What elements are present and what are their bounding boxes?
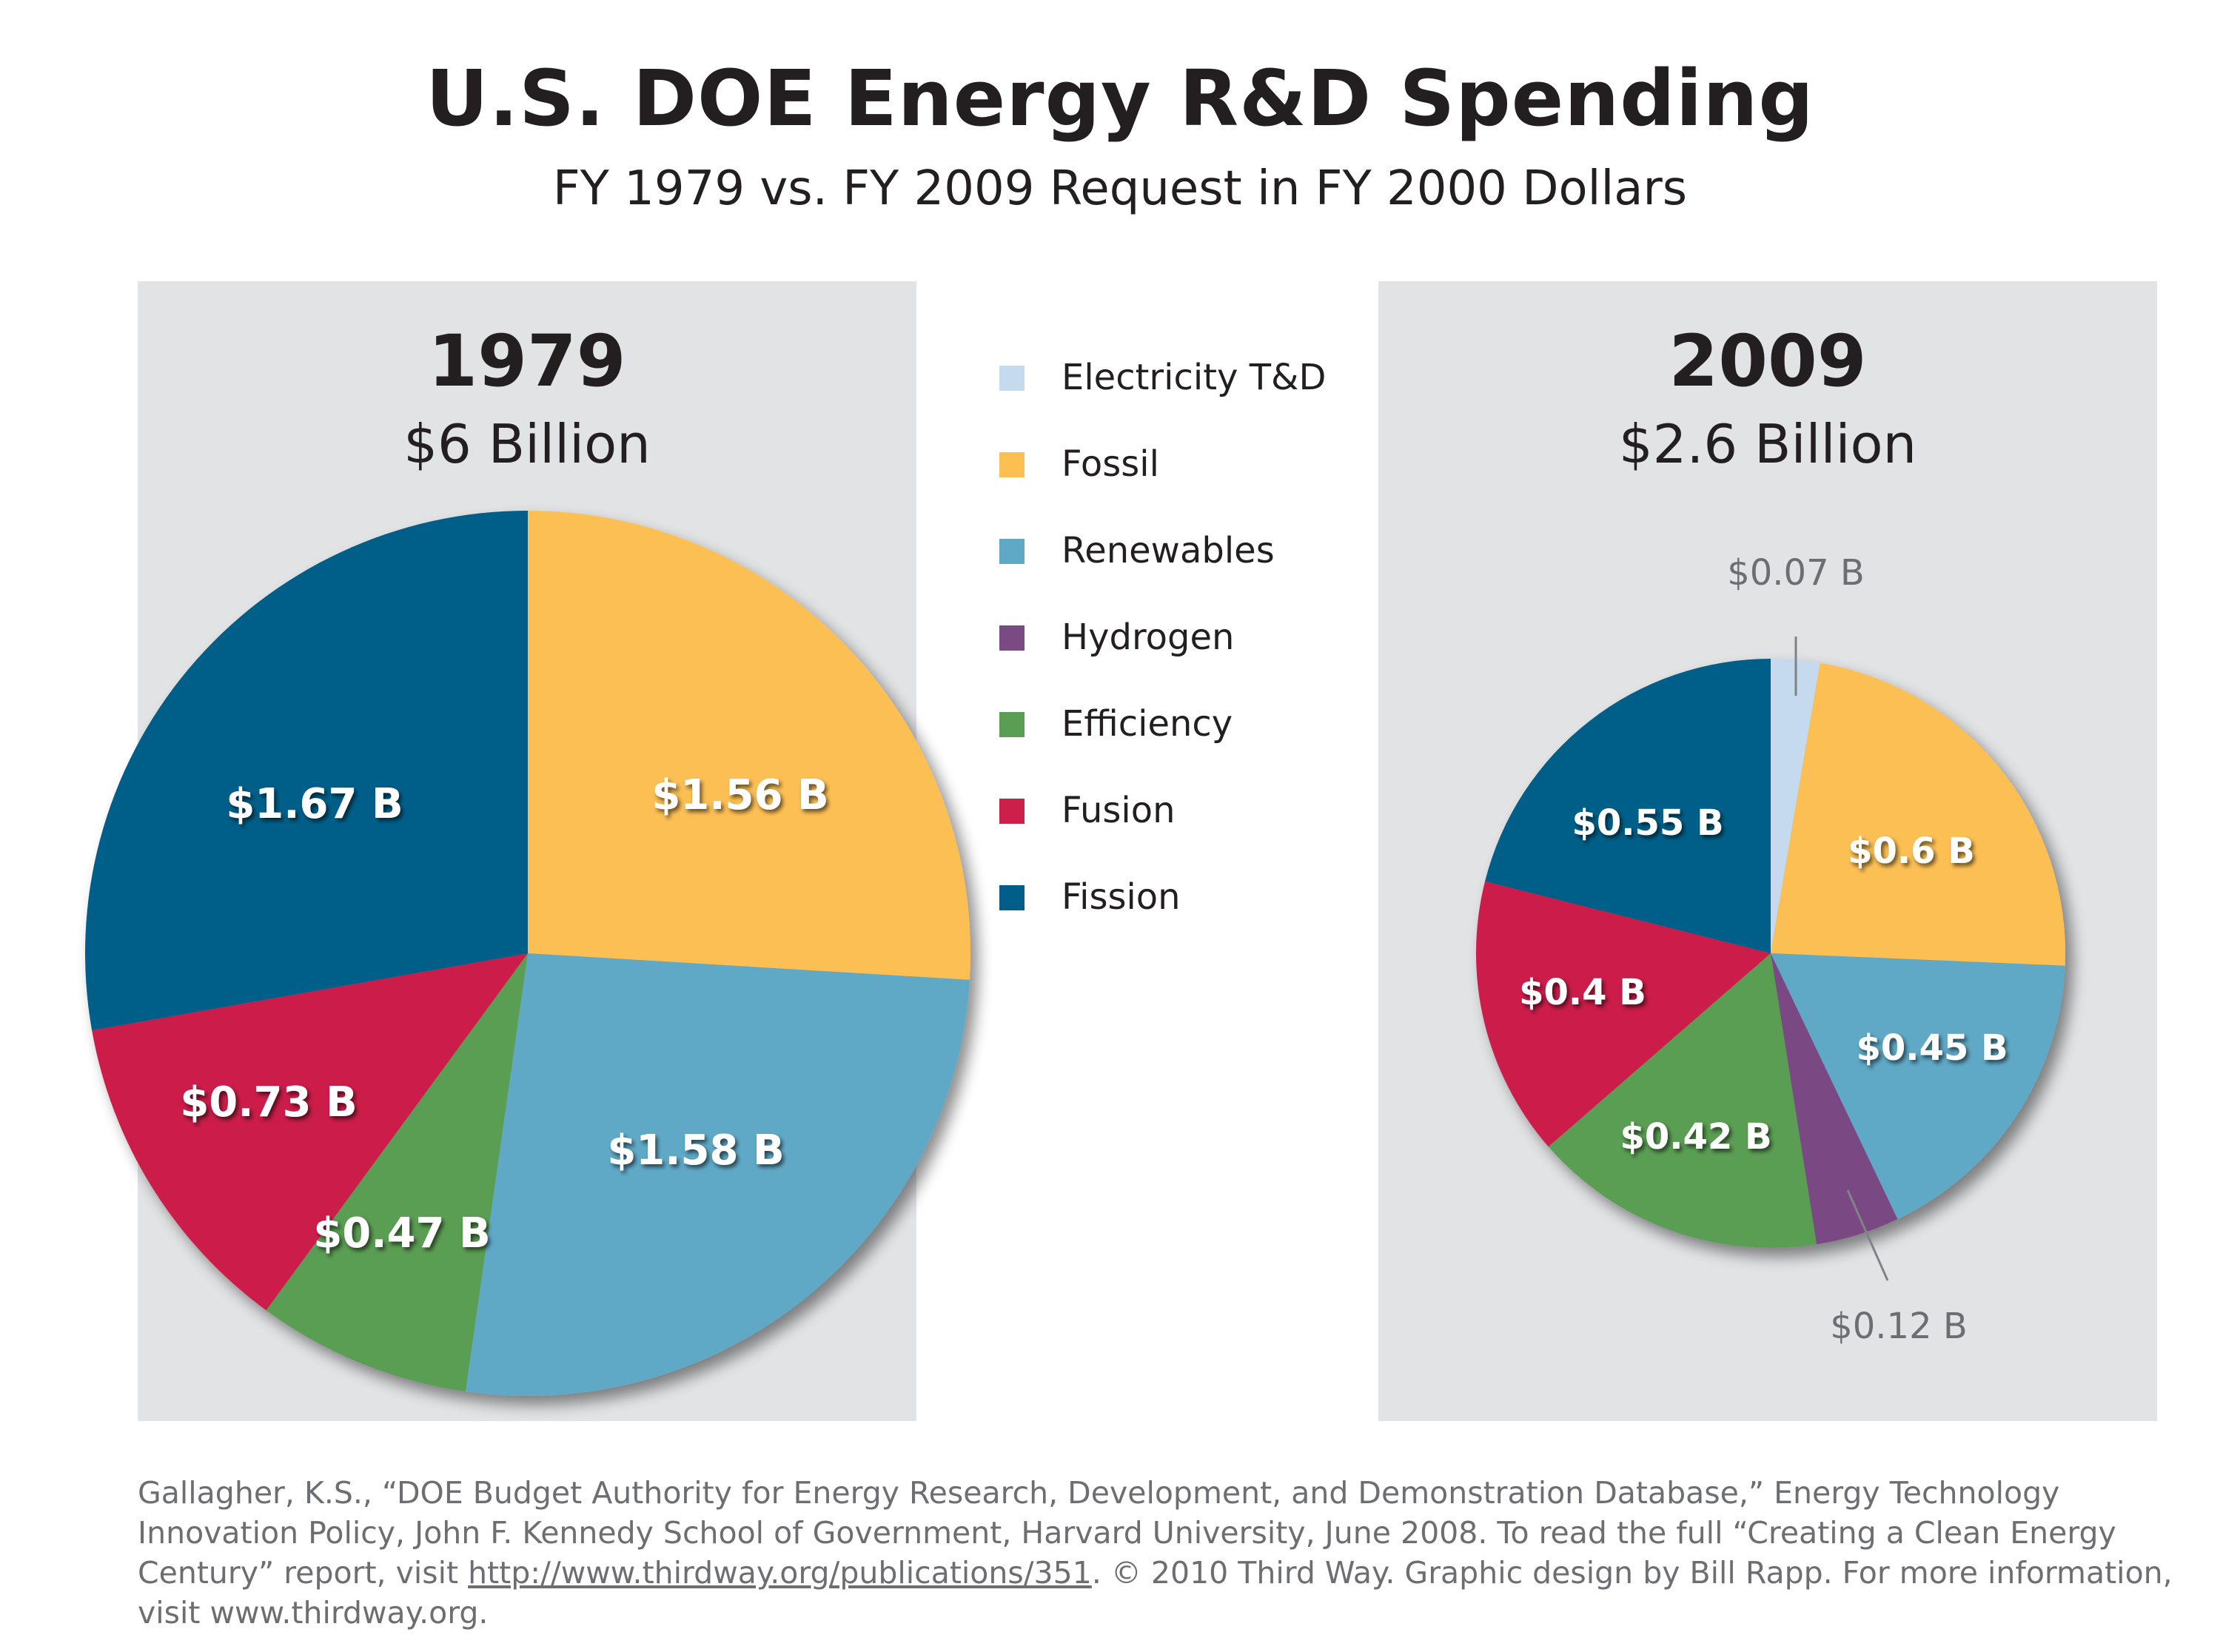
chart-title: U.S. DOE Energy R&D Spending [426,53,1814,144]
pie-2009: $0.07 B $0.6 B $0.45 B $0.12 B $0.42 B $0.4 B… [1475,552,2066,1347]
pie-1979: $1.56 B $1.58 B $0.47 B $0.73 B $1.67 B [85,511,970,1396]
pie-slice-renewables [465,953,970,1396]
pie-1979-year: 1979 [428,320,626,403]
chart-subtitle: FY 1979 vs. FY 2009 Request in FY 2000 D… [552,161,1688,216]
legend-swatch [999,799,1025,824]
pie-slice-efficiency [1548,953,1817,1248]
slice-value-label: $0.42 B [1620,1116,1771,1158]
slice-value-label: $0.07 B [1727,552,1865,594]
legend-swatch [999,452,1025,477]
legend-label: Electricity T&D [1062,357,1327,398]
slice-value-label: $0.6 B [1848,830,1975,872]
pie-2009-year: 2009 [1669,320,1867,403]
legend-label: Hydrogen [1062,617,1235,658]
pie-slice-fossil [1771,662,2066,966]
callout-line [1846,1189,1889,1281]
pie-wedges [85,511,970,1396]
slice-value-label: $1.56 B [651,771,828,819]
pie-slice-renewables [1771,953,2065,1220]
pie-slice-fission [1485,659,1771,953]
legend-swatch [999,885,1025,910]
legend-label: Fission [1062,876,1181,918]
pie-2009-total: $2.6 Billion [1618,413,1917,475]
pie-slice-electricity-t-d [1771,659,1820,953]
footnote-text-end: . © 2010 Third Way. Graphic design by Bi… [138,1555,2173,1631]
pie-1979-total: $6 Billion [403,413,651,475]
footnote-text: Gallagher, K.S., “DOE Budget Authority f… [138,1475,2116,1591]
legend-swatch [999,712,1025,737]
legend-label: Efficiency [1062,703,1233,745]
slice-value-label: $0.4 B [1519,972,1646,1013]
pie-slice-efficiency [266,953,528,1392]
legend-label: Fusion [1062,790,1176,831]
pie-slice-fossil [528,511,970,980]
slice-value-label: $0.55 B [1572,802,1723,844]
legend-swatch [999,625,1025,651]
pie-slice-fission [85,511,528,1031]
pie-slice-fusion [1475,881,1771,1147]
legend-label: Renewables [1062,530,1275,571]
footnote-link[interactable]: http://www.thirdway.org/publications/351 [468,1555,1092,1591]
legend-label: Fossil [1062,443,1159,485]
pie-wedges [1475,659,2066,1248]
pie-slice-fusion [92,953,528,1311]
pie-slice-hydrogen [1771,953,1898,1245]
slice-value-label: $1.67 B [226,780,403,828]
slice-value-label: $0.45 B [1856,1027,2008,1069]
legend-swatch [999,366,1025,391]
slice-value-label: $1.58 B [607,1126,784,1175]
slice-value-label: $0.73 B [180,1078,357,1126]
source-footnote: Gallagher, K.S., “DOE Budget Authority f… [138,1473,2173,1633]
legend-swatch [999,539,1025,564]
slice-value-label: $0.47 B [313,1209,490,1258]
slice-value-label: $0.12 B [1830,1306,1968,1347]
